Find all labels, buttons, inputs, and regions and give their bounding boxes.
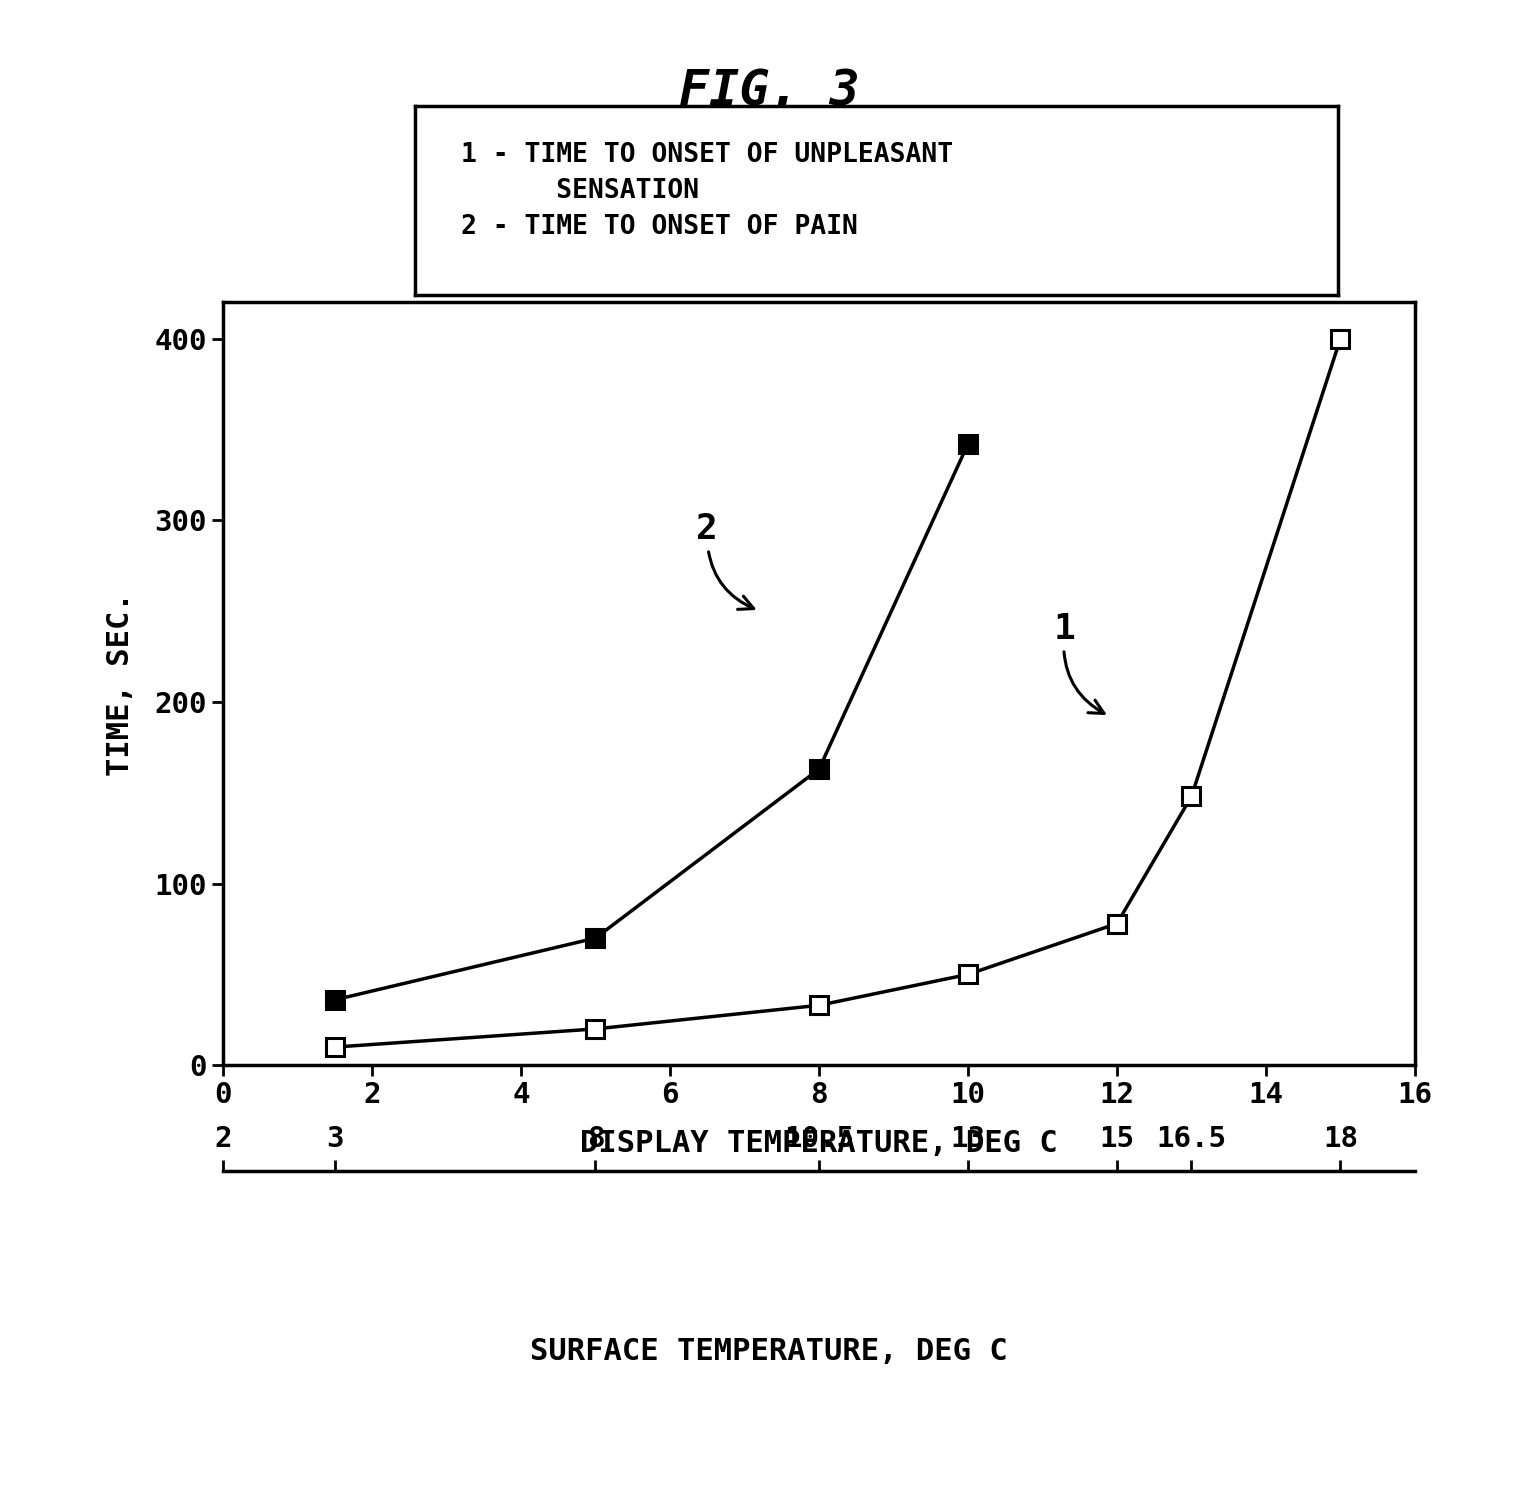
Text: 2: 2 xyxy=(697,512,754,609)
Y-axis label: TIME, SEC.: TIME, SEC. xyxy=(106,592,135,775)
Text: 1 - TIME TO ONSET OF UNPLEASANT
      SENSATION
2 - TIME TO ONSET OF PAIN: 1 - TIME TO ONSET OF UNPLEASANT SENSATIO… xyxy=(461,142,954,240)
Text: SURFACE TEMPERATURE, DEG C: SURFACE TEMPERATURE, DEG C xyxy=(531,1337,1007,1366)
Text: 1: 1 xyxy=(1054,612,1104,713)
Text: FIG. 3: FIG. 3 xyxy=(678,68,860,116)
X-axis label: DISPLAY TEMPERATURE, DEG C: DISPLAY TEMPERATURE, DEG C xyxy=(580,1129,1058,1157)
